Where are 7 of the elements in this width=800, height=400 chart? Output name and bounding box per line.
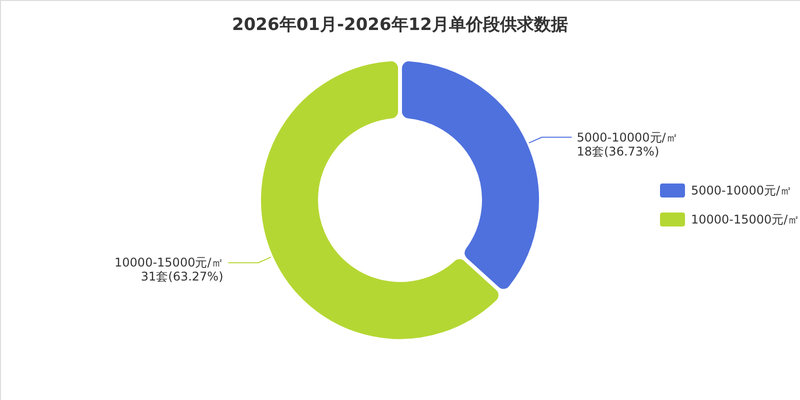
data-label: 18套(36.73%) [576, 144, 660, 158]
legend-label: 10000-15000元/㎡ [691, 212, 800, 226]
chart-title: 2026年01月-2026年12月单价段供求数据 [232, 15, 568, 35]
legend-label: 5000-10000元/㎡ [691, 184, 792, 198]
data-label: 31套(63.27%) [140, 270, 224, 284]
slice-label: 10000-15000元/㎡ [114, 256, 224, 270]
slice-label: 5000-10000元/㎡ [576, 130, 678, 144]
